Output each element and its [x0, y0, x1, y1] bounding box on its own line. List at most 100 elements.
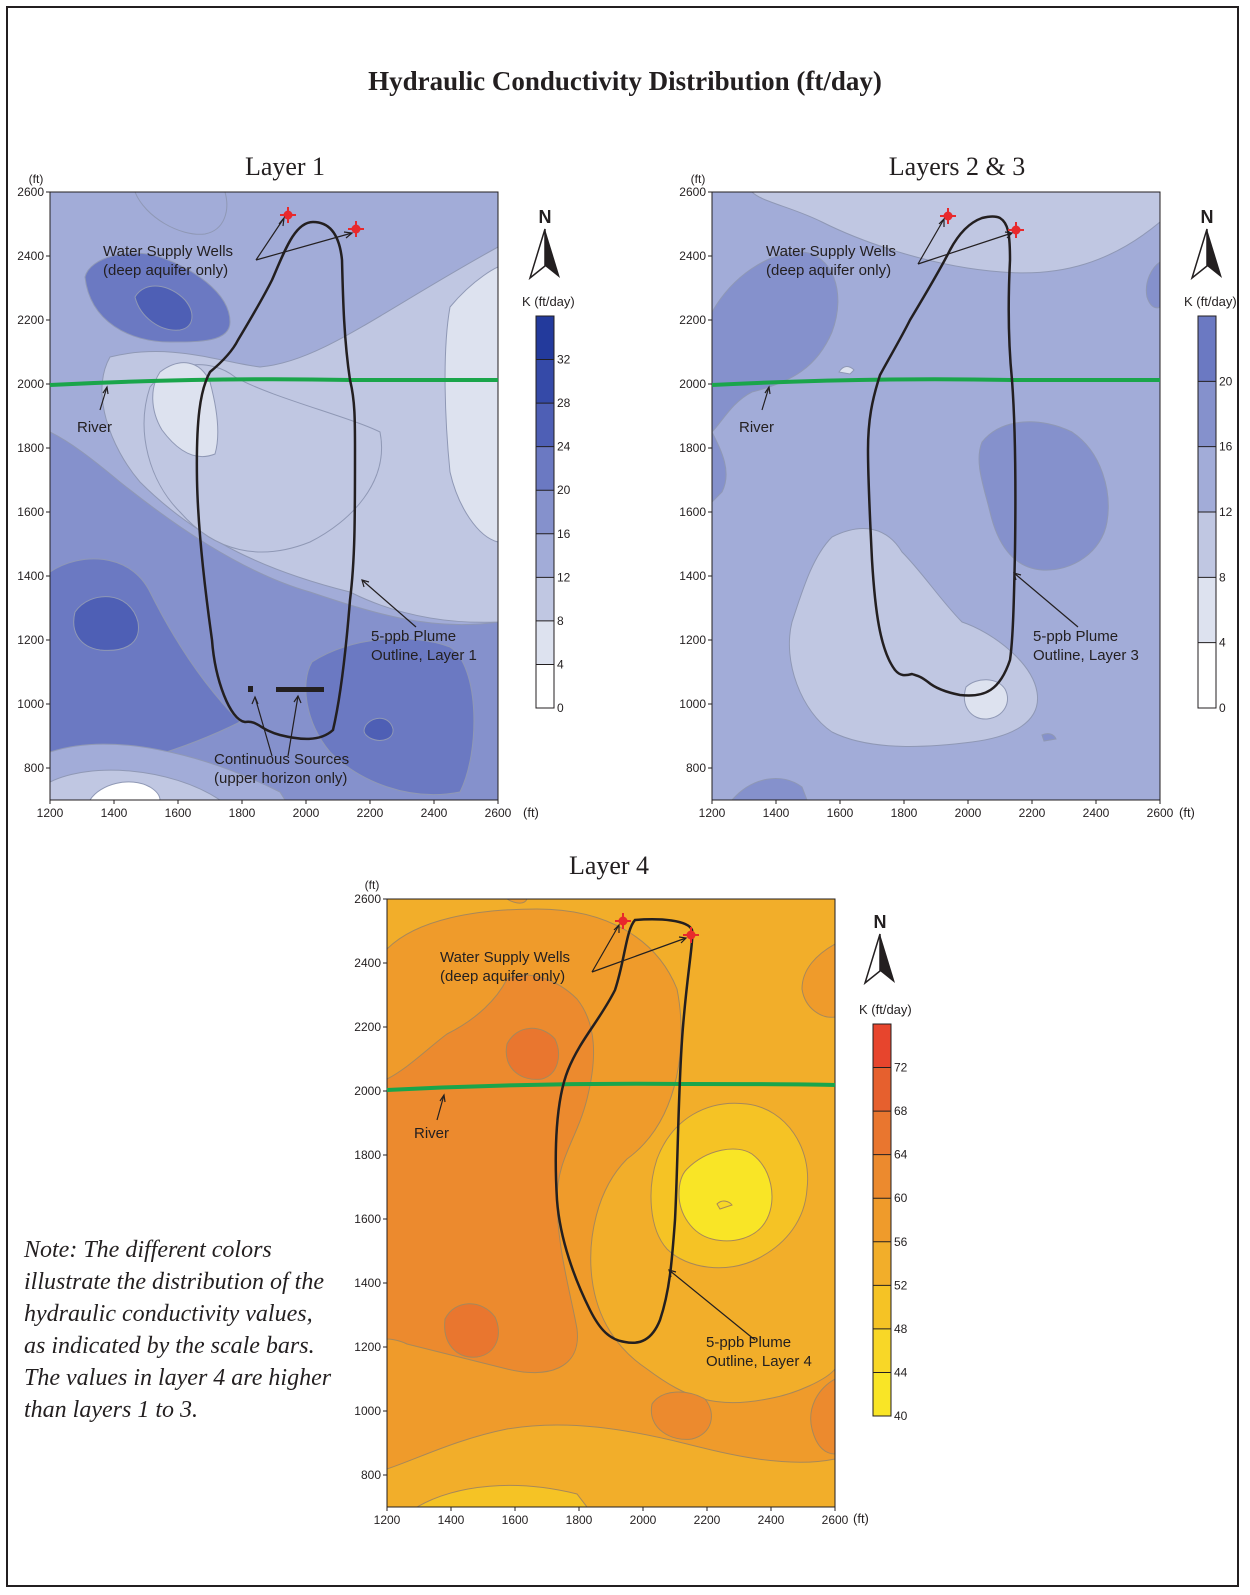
- y-tick-label: 2000: [17, 377, 44, 391]
- plume-outline: [866, 215, 1017, 697]
- plume-outline: [195, 220, 357, 741]
- y-tick-label: 1400: [679, 569, 706, 583]
- colorbar-tick-label: 0: [557, 701, 564, 715]
- colorbar-tick-label: 0: [1219, 701, 1226, 715]
- colorbar-band: [1198, 316, 1216, 382]
- colorbar-layers-2-3: K (ft/day) 0 4 8 12 16 20: [1184, 294, 1237, 715]
- colorbar-band: [536, 533, 554, 578]
- y-tick-label: 800: [361, 1468, 381, 1482]
- colorbar-tick-label: 40: [894, 1409, 908, 1423]
- colorbar-band: [873, 1111, 891, 1155]
- x-axis-unit: (ft): [853, 1511, 869, 1526]
- x-tick-label: 1200: [699, 806, 726, 820]
- layer-1-contour-map: [50, 192, 498, 800]
- colorbar-tick-label: 60: [894, 1191, 908, 1205]
- continuous-source-marker: [276, 687, 324, 692]
- x-tick-label: 2600: [1147, 806, 1174, 820]
- svg-text:N: N: [539, 207, 552, 227]
- y-tick-label: 2600: [354, 892, 381, 906]
- x-tick-label: 2400: [758, 1513, 785, 1527]
- layers-2-3-axis-ticks: 1200 1400 1600 1800 2000 2200 2400 2600 2600 2400…: [679, 185, 1173, 820]
- y-tick-label: 2000: [679, 377, 706, 391]
- colorbar-band: [536, 446, 554, 491]
- colorbar-band: [873, 1154, 891, 1199]
- colorbar-title: K (ft/day): [859, 1002, 912, 1017]
- colorbar-band: [873, 1198, 891, 1242]
- water-supply-well-marker: [1008, 222, 1024, 238]
- x-tick-label: 2000: [955, 806, 982, 820]
- x-tick-label: 1600: [827, 806, 854, 820]
- water-supply-well-marker: [348, 221, 364, 237]
- colorbar-tick-label: 4: [557, 657, 564, 671]
- colorbar-tick-label: 8: [1219, 570, 1226, 584]
- colorbar-tick-label: 20: [1219, 374, 1233, 388]
- colorbar-band: [536, 664, 554, 708]
- colorbar-tick-label: 24: [557, 440, 571, 454]
- colorbar-tick-label: 52: [894, 1278, 908, 1292]
- colorbar-tick-label: 28: [557, 396, 571, 410]
- colorbar-band: [873, 1067, 891, 1112]
- plume-label: 5-ppb Plume Outline, Layer 3: [1033, 628, 1139, 664]
- layer-4-contour-map: [387, 899, 835, 1507]
- wells-label: Water Supply Wells (deep aquifer only): [766, 243, 900, 279]
- y-tick-label: 1600: [354, 1212, 381, 1226]
- colorbar-band: [873, 1241, 891, 1286]
- colorbar-tick-label: 64: [894, 1148, 908, 1162]
- y-tick-label: 1800: [354, 1148, 381, 1162]
- north-arrow: N: [863, 912, 895, 986]
- water-supply-well-marker: [280, 207, 296, 223]
- water-supply-well-marker: [615, 913, 631, 929]
- x-tick-label: 1800: [566, 1513, 593, 1527]
- y-tick-label: 2600: [679, 185, 706, 199]
- x-tick-label: 2600: [485, 806, 512, 820]
- map-frame: [386, 898, 836, 1508]
- water-supply-well-marker: [940, 208, 956, 224]
- svg-text:N: N: [874, 912, 887, 932]
- x-tick-label: 1200: [374, 1513, 401, 1527]
- colorbar-tick-label: 16: [1219, 440, 1233, 454]
- water-supply-well-marker: [683, 927, 699, 943]
- y-tick-label: 1800: [679, 441, 706, 455]
- colorbar-layer-1: K (ft/day) 0 4 8 12 16 20 24 28 32: [522, 294, 575, 715]
- colorbar-band: [1198, 512, 1216, 578]
- panel-title-layer-1: Layer 1: [245, 152, 325, 181]
- colorbar-tick-label: 4: [1219, 636, 1226, 650]
- y-tick-label: 1400: [17, 569, 44, 583]
- colorbar-band: [536, 577, 554, 621]
- x-tick-label: 2200: [1019, 806, 1046, 820]
- colorbar-tick-label: 8: [557, 614, 564, 628]
- y-tick-label: 2400: [354, 956, 381, 970]
- y-tick-label: 1600: [17, 505, 44, 519]
- y-tick-label: 1000: [354, 1404, 381, 1418]
- x-tick-label: 2600: [822, 1513, 849, 1527]
- y-tick-label: 2200: [17, 313, 44, 327]
- plume-label: 5-ppb Plume Outline, Layer 4: [706, 1334, 812, 1370]
- colorbar-tick-label: 44: [894, 1365, 908, 1379]
- y-tick-label: 2200: [354, 1020, 381, 1034]
- map-layer-4: Layer 4 (ft) (ft) 1200 1400 1600 1800 2: [354, 851, 911, 1527]
- x-tick-label: 1400: [438, 1513, 465, 1527]
- colorbar-band: [873, 1328, 891, 1373]
- x-tick-label: 2400: [421, 806, 448, 820]
- colorbar-tick-label: 72: [894, 1061, 908, 1075]
- y-tick-label: 2400: [17, 249, 44, 263]
- y-axis-unit: (ft): [29, 172, 44, 186]
- x-tick-label: 1400: [101, 806, 128, 820]
- y-tick-label: 1200: [17, 633, 44, 647]
- colorbar-band: [1198, 642, 1216, 708]
- colorbar-band: [536, 490, 554, 534]
- note-text: Note: The different colors illustrate th…: [24, 1237, 332, 1423]
- label-leader-lines: [436, 923, 756, 1341]
- continuous-source-marker: [248, 686, 253, 692]
- layer-1-axis-ticks: 1200 1400 1600 1800 2000 2200 2400 2600 2600 2400…: [17, 185, 511, 820]
- panel-title-layer-4: Layer 4: [569, 851, 649, 880]
- y-tick-label: 1000: [17, 697, 44, 711]
- x-axis-unit: (ft): [523, 805, 539, 820]
- river-line: [49, 377, 498, 387]
- y-axis-unit: (ft): [365, 878, 380, 892]
- x-tick-label: 2400: [1083, 806, 1110, 820]
- colorbar-tick-label: 32: [557, 353, 571, 367]
- label-leader-lines: [761, 217, 1079, 628]
- y-tick-label: 2600: [17, 185, 44, 199]
